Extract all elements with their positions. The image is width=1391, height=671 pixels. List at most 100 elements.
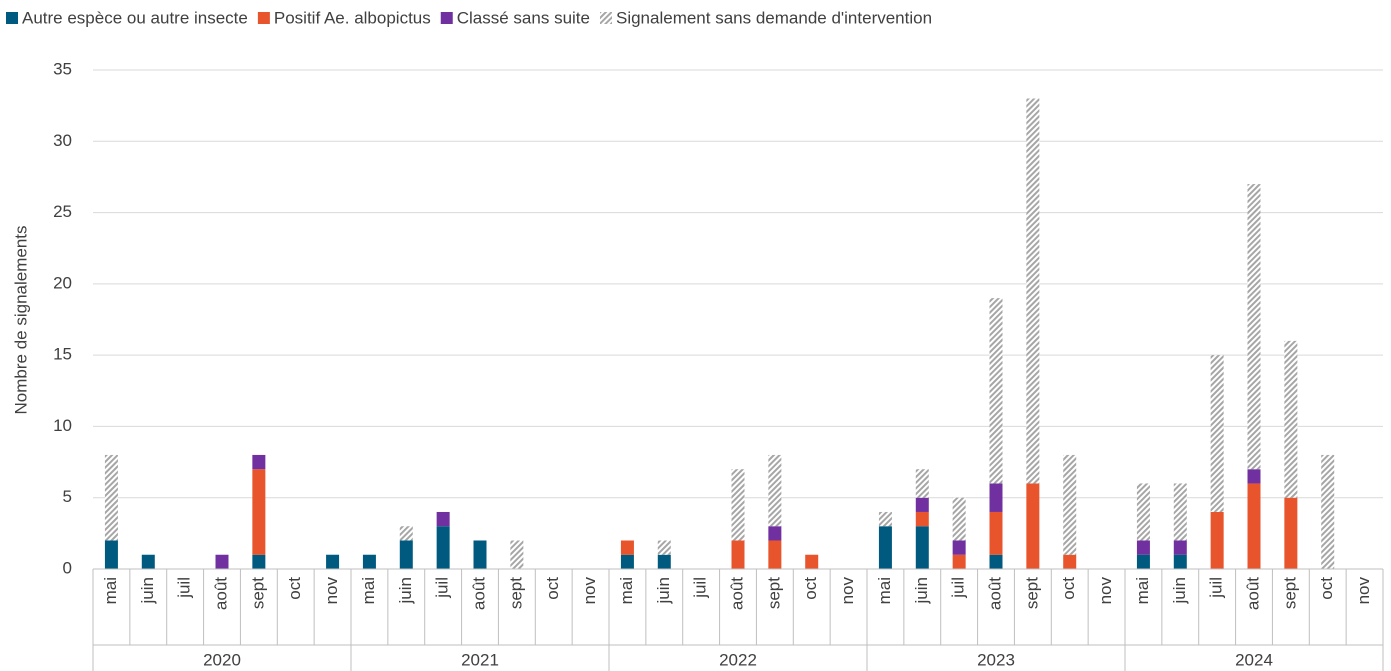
bar-segment [141, 554, 155, 569]
bar-segment [1284, 497, 1298, 569]
bar-segment [1284, 340, 1298, 498]
x-tick-label: nov [322, 577, 341, 605]
y-tick-label: 0 [63, 558, 72, 577]
bar-segment [768, 540, 782, 569]
group-label: 2023 [977, 650, 1015, 669]
y-tick-label: 20 [53, 273, 72, 292]
bar-segment [620, 540, 634, 555]
bar-segment [1173, 540, 1187, 555]
legend-swatch [6, 12, 18, 24]
x-tick-label: août [727, 577, 746, 610]
x-tick-label: juil [949, 577, 968, 599]
bar-segment [436, 511, 450, 527]
x-tick-label: juil [691, 577, 710, 599]
bar-segment [989, 298, 1003, 484]
x-tick-label: oct [543, 577, 562, 600]
group-label: 2020 [203, 650, 241, 669]
bar-segment [878, 526, 892, 569]
bar-segment [915, 469, 929, 498]
bar-segment [1136, 540, 1150, 555]
x-tick-label: juin [138, 577, 157, 604]
bar-segment [620, 554, 634, 569]
bar-segment [215, 554, 229, 569]
x-tick-label: nov [838, 577, 857, 605]
bar-segment [1136, 483, 1150, 541]
bar-segment [768, 454, 782, 527]
x-tick-label: sept [248, 577, 267, 609]
bar-segment [952, 554, 966, 569]
x-tick-label: mai [101, 577, 120, 604]
bar-segment [510, 540, 524, 569]
bar-segment [252, 554, 266, 569]
bar-segment [1210, 511, 1224, 569]
x-tick-label: sept [506, 577, 525, 609]
bar-segment [1247, 469, 1261, 484]
bar-segment [1026, 483, 1040, 569]
x-tick-label: août [1243, 577, 1262, 610]
bar-segment [252, 469, 266, 555]
bar-segment [362, 554, 376, 569]
x-tick-label: nov [580, 577, 599, 605]
bar-segment [473, 540, 487, 569]
x-tick-label: juin [396, 577, 415, 604]
x-tick-label: juil [1207, 577, 1226, 599]
x-tick-label: oct [1317, 577, 1336, 600]
legend-swatch [599, 12, 612, 24]
legend-label: Signalement sans demande d'intervention [616, 8, 932, 27]
bar-segment [915, 497, 929, 512]
bar-segment [878, 511, 892, 527]
bar-segment [1136, 554, 1150, 569]
bar-segment [436, 526, 450, 569]
x-tick-label: mai [617, 577, 636, 604]
y-axis-title: Nombre de signalements [11, 226, 30, 415]
bar-segment [915, 526, 929, 569]
x-tick-label: oct [801, 577, 820, 600]
bar-segment [399, 540, 413, 569]
bar-segment [952, 540, 966, 555]
bar-segment [1026, 98, 1040, 484]
bar-segment [104, 540, 118, 569]
group-label: 2022 [719, 650, 757, 669]
bar-segment [731, 540, 745, 569]
bar-segment [104, 454, 118, 541]
x-tick-label: mai [875, 577, 894, 604]
bar-segment [657, 554, 671, 569]
bar-segment [952, 497, 966, 541]
x-tick-label: oct [285, 577, 304, 600]
group-label: 2024 [1235, 650, 1273, 669]
legend-label: Autre espèce ou autre insecte [22, 8, 248, 27]
legend-swatch [440, 12, 453, 24]
x-tick-label: sept [1280, 577, 1299, 609]
x-tick-label: août [469, 577, 488, 610]
bar-segment [1173, 554, 1187, 569]
y-tick-label: 15 [53, 345, 72, 364]
bar-segment [1210, 355, 1224, 512]
legend-label: Positif Ae. albopictus [274, 8, 431, 27]
y-tick-label: 35 [53, 59, 72, 78]
x-tick-label: juin [1170, 577, 1189, 604]
bar-segment [657, 540, 671, 555]
group-label: 2021 [461, 650, 499, 669]
x-tick-label: sept [1022, 577, 1041, 609]
x-tick-label: sept [764, 577, 783, 609]
x-tick-label: juil [175, 577, 194, 599]
bar-segment [915, 511, 929, 527]
bar-segment [989, 554, 1003, 569]
bar-segment [731, 469, 745, 541]
bar-segment [1063, 554, 1077, 569]
y-tick-label: 5 [63, 487, 72, 506]
bar-segment [768, 526, 782, 541]
y-tick-label: 30 [53, 131, 72, 150]
bar-segment [1063, 454, 1077, 555]
x-tick-label: juin [912, 577, 931, 604]
x-tick-label: juil [433, 577, 452, 599]
x-tick-label: nov [1096, 577, 1115, 605]
x-tick-label: mai [359, 577, 378, 604]
bar-segment [399, 526, 413, 541]
bar-segment [1247, 483, 1261, 569]
bar-segment [252, 454, 266, 470]
x-tick-label: août [985, 577, 1004, 610]
x-tick-label: août [211, 577, 230, 610]
legend-label: Classé sans suite [457, 8, 590, 27]
